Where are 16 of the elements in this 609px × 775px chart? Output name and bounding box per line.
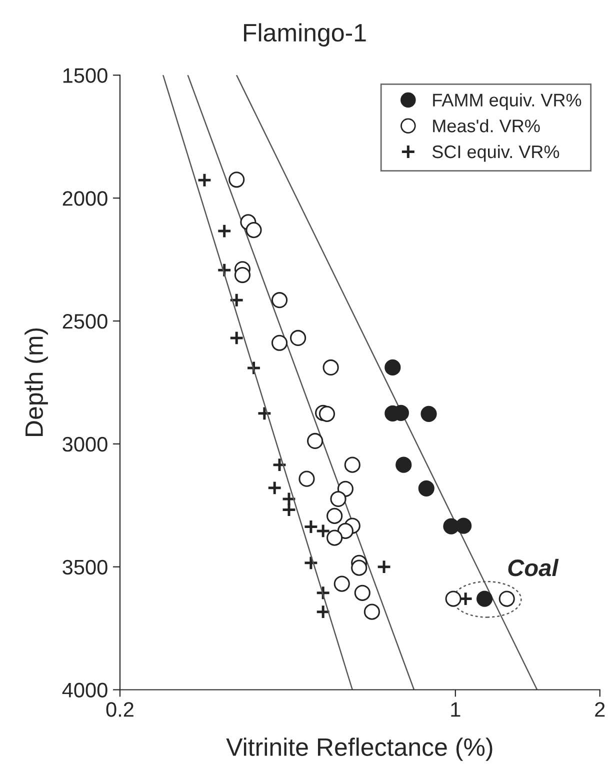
legend-label: FAMM equiv. VR% <box>433 93 582 110</box>
x-tick-label: 1 <box>451 702 460 717</box>
x-axis-title: Vitrinite Reflectance (%) <box>226 738 492 761</box>
y-tick-label: 2000 <box>62 191 108 206</box>
legend-label: Meas'd. VR% <box>433 119 540 132</box>
y-tick-label: 3000 <box>62 436 108 452</box>
y-axis-title: Depth (m) <box>24 328 48 436</box>
y-tick-label: 1500 <box>63 68 108 83</box>
x-tick-label: 2 <box>595 702 605 717</box>
chart-title: Flamingo-1 <box>244 23 366 47</box>
annotation: Coal <box>508 558 559 576</box>
y-tick-label: 3500 <box>62 560 108 575</box>
y-tick-label: 4000 <box>62 682 108 698</box>
x-tick-label: 0.2 <box>106 702 134 717</box>
y-tick-label: 2500 <box>62 314 108 329</box>
legend-label: SCI equiv. VR% <box>432 144 560 162</box>
